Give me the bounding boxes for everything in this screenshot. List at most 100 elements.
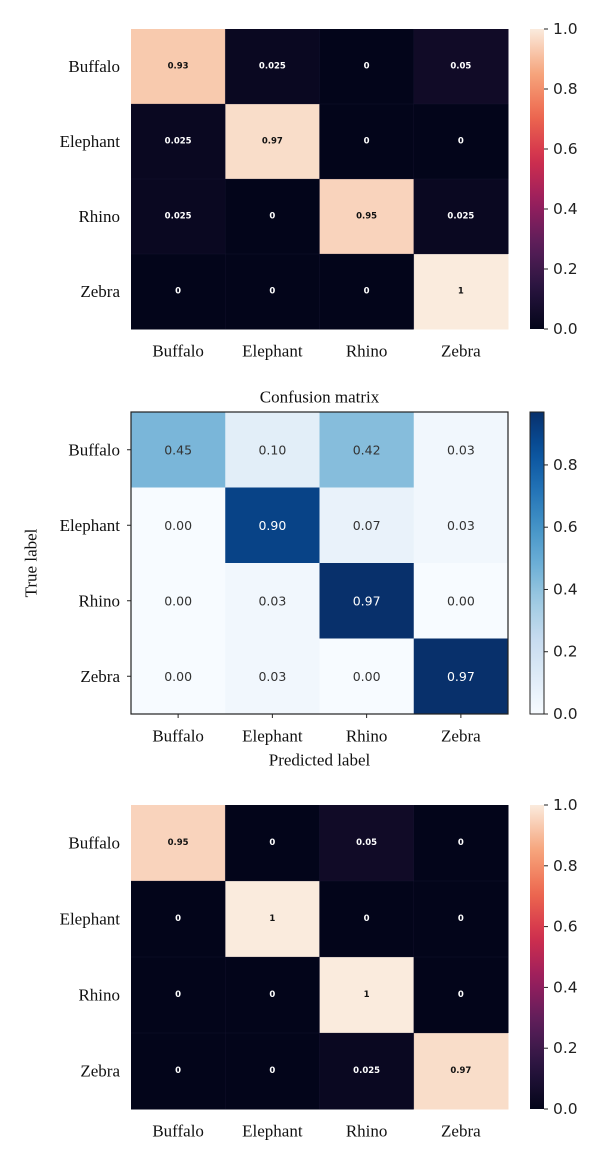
y-tick-label: Elephant [60,910,121,929]
colorbar-tick-label: 0.8 [553,857,578,875]
cell-value-label: 1 [269,914,275,924]
cell-value-label: 1 [364,990,370,1000]
cell-value-label: 0.97 [262,137,283,147]
cell-value-label: 0.95 [168,838,189,848]
heatmap-cell [319,805,415,882]
cell-value-label: 1 [458,287,464,297]
heatmap-cell [413,412,509,488]
heatmap-cell [319,563,415,639]
colorbar-tick-label: 0.0 [553,320,578,338]
cell-value-label: 0 [458,990,464,1000]
heatmap-cell [413,957,509,1034]
cell-value-label: 0 [364,137,370,147]
heatmap-cell [131,638,226,715]
x-axis-label: Predicted label [269,751,371,770]
cell-value-label: 0.025 [259,62,286,72]
cell-value-label: 0.05 [356,838,377,848]
cell-value-label: 0 [269,287,275,297]
colorbar-tick-label: 0.8 [553,456,578,474]
x-tick-label: Buffalo [152,727,204,746]
cell-value-label: 0.10 [258,442,286,457]
cell-value-label: 0 [458,914,464,924]
colorbar-tick-label: 0.6 [553,918,578,936]
y-tick-label: Elephant [60,516,121,535]
heatmap-cell [225,254,320,330]
cell-value-label: 0.025 [165,212,192,222]
cell-value-label: 0 [269,990,275,1000]
heatmap-cell [319,412,415,488]
cell-value-label: 0.93 [168,62,189,72]
colorbar-tick-label: 0.4 [553,978,578,996]
plot-frame [130,411,509,715]
confusion-matrix-3: 0.95 0 0.05 0 0 1 0 0 0 0 1 0 0 0 0.025 0.97 Buffalo Elep… [60,796,578,1141]
x-tick-label: Zebra [441,727,481,746]
heatmap-cell [225,563,320,639]
confusion-matrix-1: 0.93 0.025 0 0.05 0.025 0.97 0 0 0.025 0 0.95 0.025… [60,20,578,361]
colorbar-tick-label: 0.0 [553,1100,578,1118]
x-tick-label: Elephant [242,342,303,361]
cell-value-label: 0.00 [164,593,192,608]
cell-value-label: 0.42 [353,442,381,457]
heatmap-cell [225,179,320,255]
heatmap-cell [131,881,226,958]
cell-value-label: 0.00 [164,518,192,533]
y-tick-label: Rhino [78,986,120,1005]
cell-value-label: 0 [175,1066,181,1076]
heatmap-cell [319,104,415,180]
cell-value-label: 0 [269,838,275,848]
heatmap-cell [225,487,320,564]
cell-value-label: 0.95 [356,212,377,222]
colorbar-tick-label: 0.2 [553,1039,578,1057]
colorbar-tick-label: 1.0 [553,796,578,814]
cell-value-label: 0.97 [450,1066,471,1076]
colorbar-tick-label: 1.0 [553,20,578,38]
heatmap-cell [319,254,415,330]
x-tick-label: Rhino [346,342,388,361]
x-tick-label: Elephant [242,1122,303,1141]
colorbar [530,29,544,329]
cell-value-label: 0 [175,990,181,1000]
cell-value-label: 0.03 [258,669,286,684]
colorbar-tick-label: 0.4 [553,580,578,598]
heatmap-cell [413,179,509,255]
x-tick-label: Buffalo [152,1122,204,1141]
heatmap-cell [131,254,226,330]
heatmap-cell [319,957,415,1034]
y-tick-label: Elephant [60,132,121,151]
cell-value-label: 0 [175,287,181,297]
heatmap-cell [225,805,320,882]
confusion-matrix-2: 0.45 0.10 0.42 0.03 0.00 0.90 0.07 0.03 0.00 0.03… [22,388,578,770]
cell-value-label: 0.025 [447,212,474,222]
heatmap-cell [131,104,226,180]
heatmap-cell [319,1033,415,1110]
heatmap-cell [319,487,415,564]
heatmap-cell [225,638,320,715]
heatmap-cell [413,254,509,330]
cell-value-label: 0 [269,1066,275,1076]
x-tick-label: Rhino [346,727,388,746]
y-tick-label: Rhino [78,207,120,226]
heatmap-cell [413,563,509,639]
chart-title: Confusion matrix [260,388,380,407]
colorbar-tick-label: 0.4 [553,200,578,218]
y-tick-label: Zebra [80,1062,120,1081]
cell-value-label: 0.97 [447,669,475,684]
y-tick-label: Zebra [80,282,120,301]
heatmap-cell [131,957,226,1034]
heatmap-cell [131,1033,226,1110]
cell-value-label: 0 [175,914,181,924]
heatmap-cell [225,1033,320,1110]
x-tick-label: Elephant [242,727,303,746]
y-tick-label: Buffalo [68,57,120,76]
colorbar [530,805,544,1109]
y-tick-label: Rhino [78,591,120,610]
y-tick-label: Buffalo [68,834,120,853]
heatmap-cell [225,957,320,1034]
cell-value-label: 0 [364,914,370,924]
colorbar-tick-label: 0.8 [553,80,578,98]
cell-value-label: 0.00 [164,669,192,684]
heatmap-cell [413,1033,509,1110]
heatmap-cell [131,563,226,639]
cell-value-label: 0 [364,62,370,72]
y-tick-label: Zebra [80,667,120,686]
